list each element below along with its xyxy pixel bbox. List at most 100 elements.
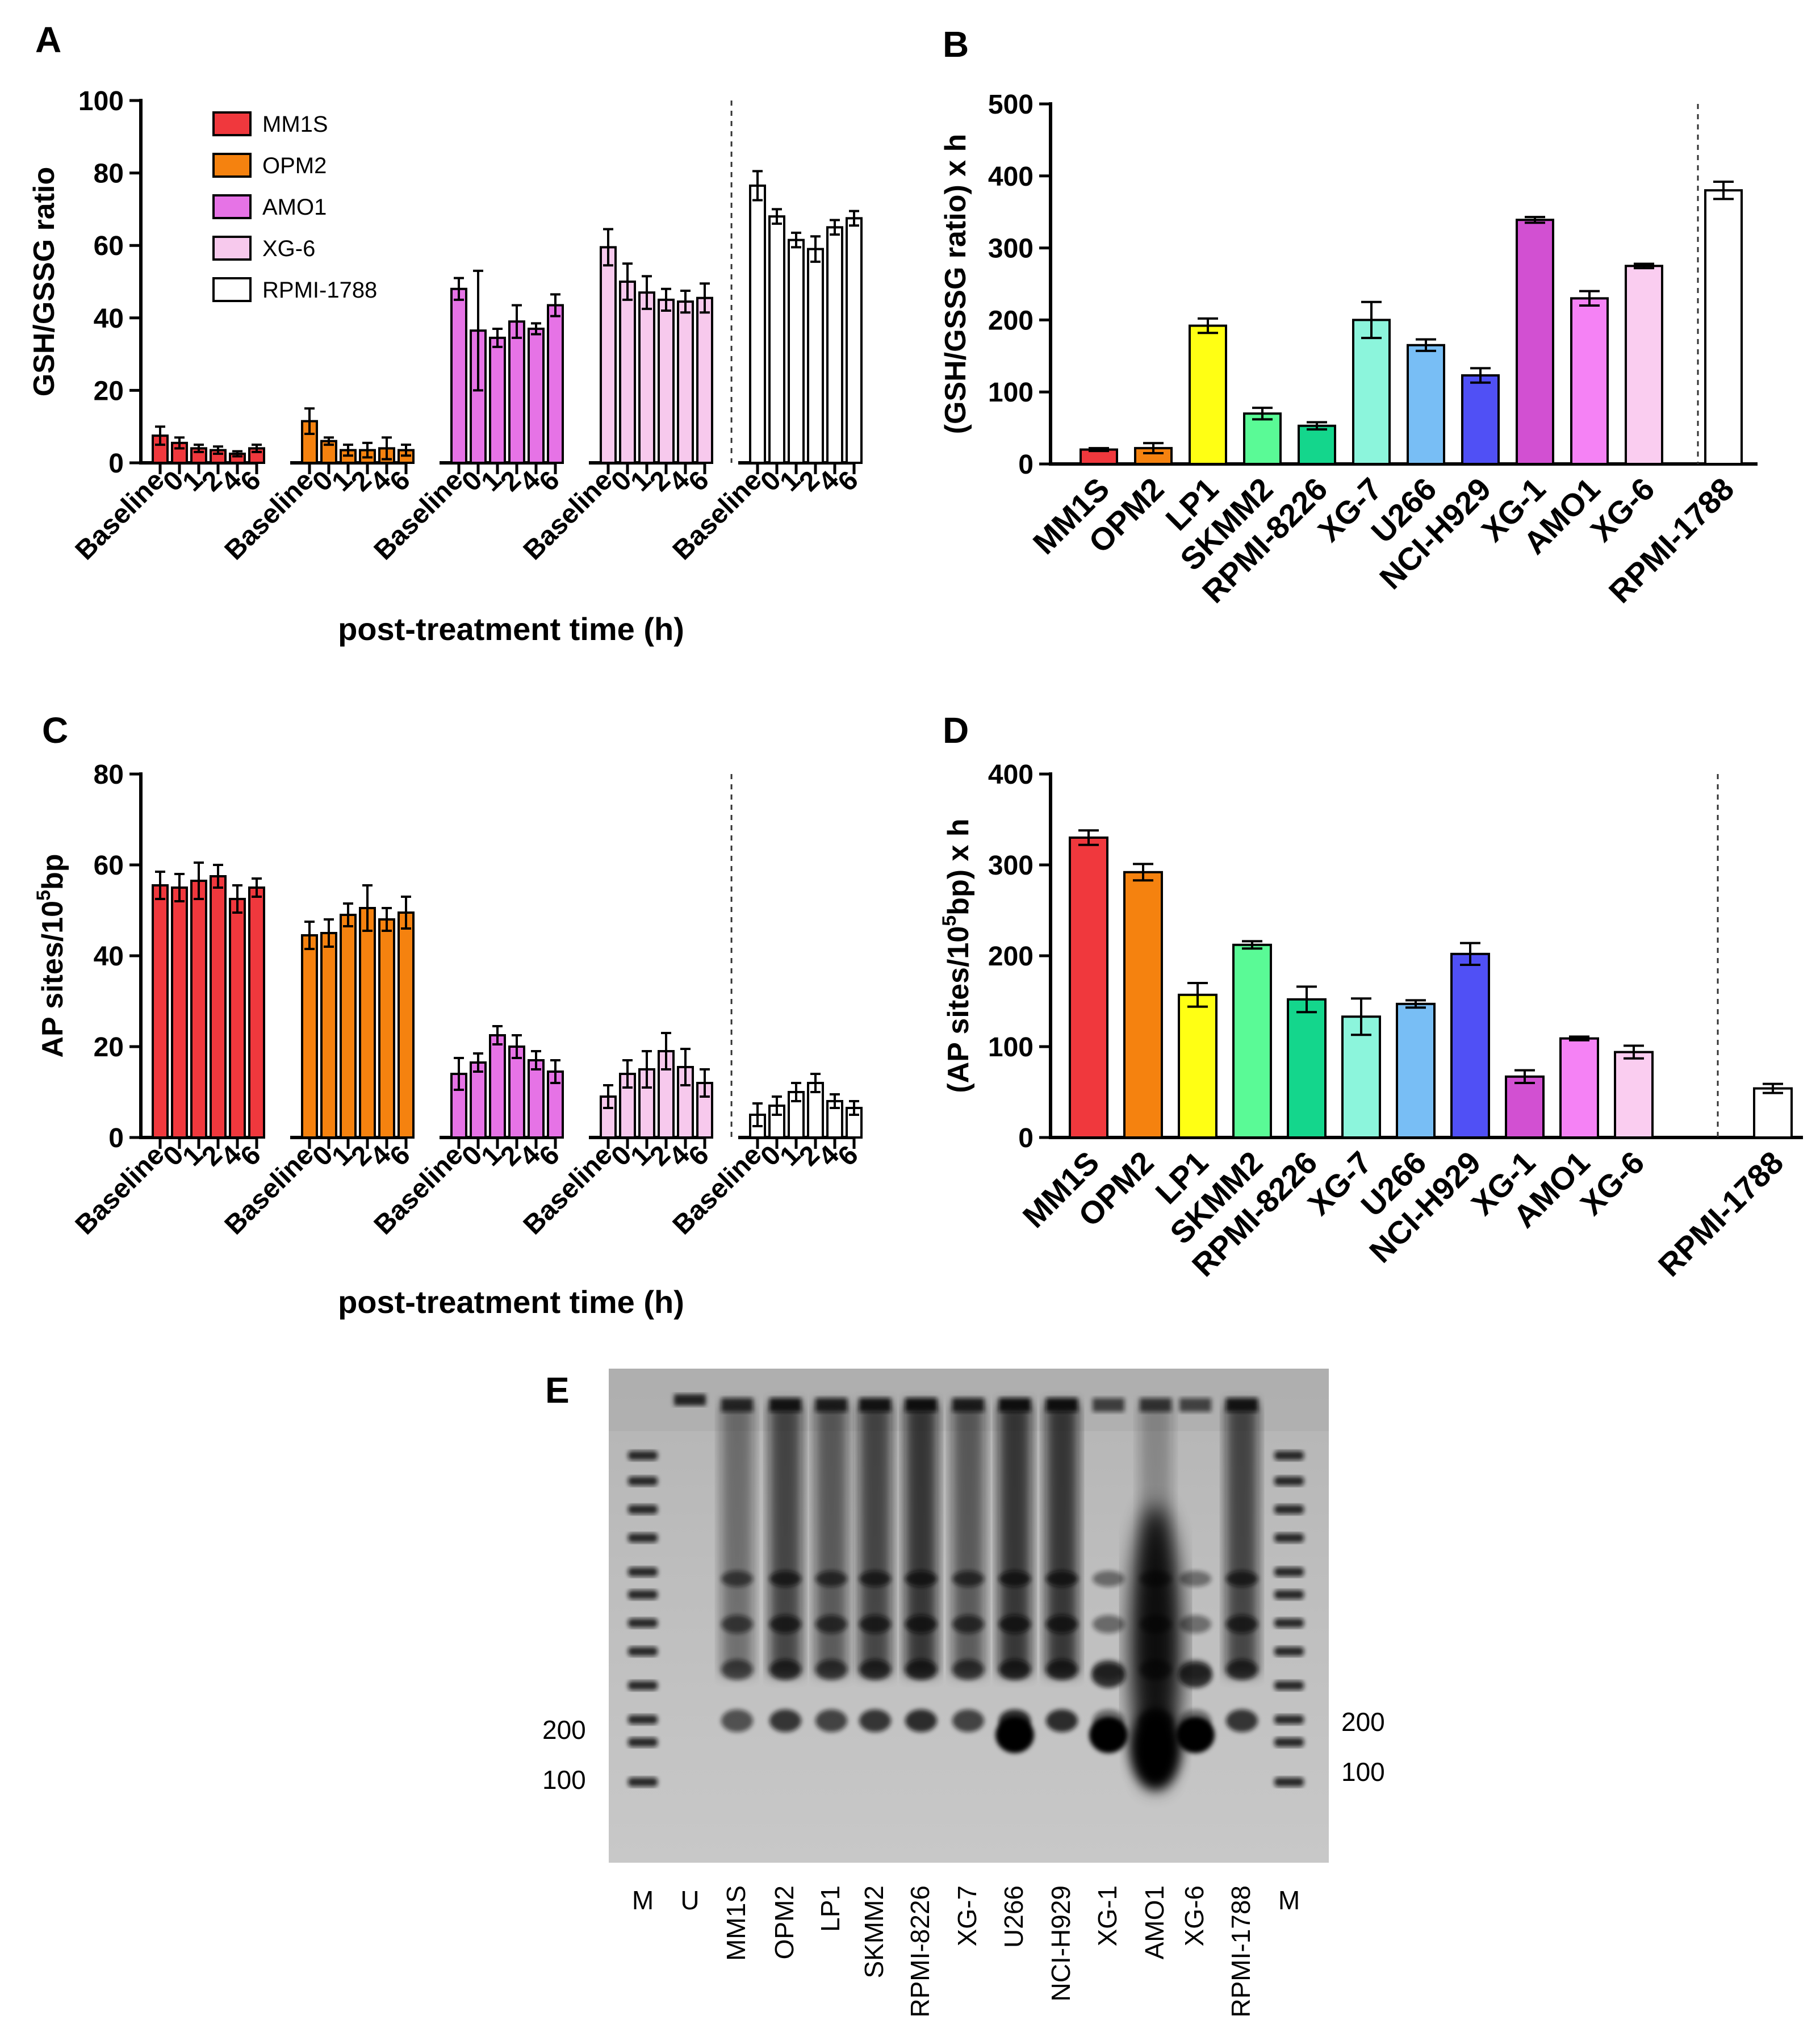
bar <box>1407 344 1445 466</box>
x-tick-label: Baseline <box>70 465 170 566</box>
dna-band <box>1046 1571 1078 1587</box>
legend-swatch <box>212 277 252 302</box>
strong-band <box>995 1717 1034 1753</box>
well-band <box>859 1398 891 1412</box>
well-band <box>905 1398 937 1412</box>
gel-marker-right-100: 100 <box>1341 1757 1385 1787</box>
y-tick-label: 20 <box>94 376 124 406</box>
panel-d: 0100200300400MM1SOPM2LP1SKMM2RPMI-8226XG… <box>939 760 1803 1283</box>
x-tick-label: XG-6 <box>1574 1144 1651 1222</box>
dna-band <box>769 1571 801 1587</box>
y-tick-label: 40 <box>94 304 124 334</box>
bar <box>229 898 246 1139</box>
y-tick-label: 300 <box>988 234 1034 264</box>
dna-band <box>721 1571 753 1587</box>
smear <box>952 1403 984 1675</box>
lane-label: RPMI-8226 <box>905 1885 935 2018</box>
ladder-band <box>1274 1477 1304 1486</box>
unit: bp <box>36 854 69 890</box>
well-band <box>815 1398 847 1412</box>
panel-label-d: D <box>943 710 969 751</box>
bar <box>528 327 545 464</box>
lane-label: SKMM2 <box>859 1885 889 1979</box>
dna-band <box>1093 1571 1124 1587</box>
bar <box>749 184 766 464</box>
bar <box>1178 993 1217 1139</box>
lane-label: XG-7 <box>952 1885 982 1946</box>
ladder-band <box>628 1567 658 1576</box>
gel-bands <box>628 1394 1304 1789</box>
bar <box>320 932 337 1139</box>
y-tick-label: 80 <box>94 760 124 790</box>
y-tick-label: 80 <box>94 159 124 189</box>
bar <box>1559 1037 1599 1139</box>
bar <box>1461 374 1500 466</box>
well-band <box>1046 1398 1078 1412</box>
well-band <box>952 1398 984 1412</box>
dna-band <box>1178 1663 1212 1688</box>
y-tick-label: 0 <box>1018 1123 1034 1153</box>
bar <box>489 336 506 465</box>
ladder-band <box>628 1738 658 1747</box>
ladder-band <box>1274 1505 1304 1514</box>
x-tick-label: Baseline <box>70 1140 170 1240</box>
bar <box>1625 265 1663 465</box>
y-tick-label: 400 <box>988 760 1034 790</box>
y-tick-label: 0 <box>108 449 124 479</box>
bar <box>248 886 265 1139</box>
ladder-band <box>628 1590 658 1599</box>
panel-a: 020406080100Baseline01246Baseline01246Ba… <box>28 86 864 647</box>
ladder-band <box>1274 1451 1304 1460</box>
y-tick-label: 60 <box>94 851 124 881</box>
well-band <box>721 1398 753 1412</box>
bar <box>1505 1075 1545 1139</box>
ladder-band <box>628 1715 658 1724</box>
dna-band <box>952 1615 984 1633</box>
ladder-band <box>628 1451 658 1460</box>
bar <box>1341 1015 1381 1139</box>
x-axis-label: post-treatment time (h) <box>338 1284 684 1320</box>
gel-marker-right-200: 200 <box>1341 1707 1385 1737</box>
y-tick-label: 100 <box>988 1032 1034 1063</box>
bar <box>508 1045 525 1139</box>
bar <box>1243 412 1282 465</box>
well-band <box>999 1398 1031 1412</box>
lane-label: M <box>632 1885 654 1915</box>
ladder-band <box>1274 1778 1304 1787</box>
panel-label-e: E <box>545 1370 570 1411</box>
y-tick-label: 60 <box>94 231 124 261</box>
panel-c: 020406080Baseline01246Baseline01246Basel… <box>33 760 864 1320</box>
dna-band <box>952 1659 984 1680</box>
y-tick-label: 40 <box>94 942 124 972</box>
bar <box>1352 319 1391 466</box>
dna-band <box>905 1709 937 1732</box>
amo1-band <box>1131 1709 1181 1789</box>
legend-label: MM1S <box>262 112 328 137</box>
dna-band <box>952 1709 984 1732</box>
smear <box>721 1403 753 1675</box>
bar <box>378 918 395 1139</box>
smear <box>905 1403 937 1675</box>
bar <box>210 875 227 1139</box>
bar <box>826 226 843 464</box>
bar <box>470 1061 487 1139</box>
dna-band <box>815 1659 847 1680</box>
bar <box>1396 1002 1436 1139</box>
ladder-band <box>628 1681 658 1690</box>
dna-band <box>1091 1663 1126 1688</box>
lane-label: MM1S <box>721 1885 751 1961</box>
ladder-band <box>628 1618 658 1628</box>
superscript: 5 <box>33 890 55 901</box>
bar <box>340 914 357 1139</box>
dna-band <box>1179 1571 1211 1587</box>
dna-band <box>859 1571 891 1587</box>
dna-band <box>859 1615 891 1633</box>
ladder-band <box>1274 1618 1304 1628</box>
dna-band <box>815 1615 847 1633</box>
dna-band <box>1226 1659 1258 1680</box>
dna-band <box>859 1709 891 1732</box>
y-tick-label: 500 <box>988 90 1034 120</box>
dna-band <box>999 1659 1031 1680</box>
gel-marker-left-100: 100 <box>542 1765 586 1795</box>
dna-band <box>1179 1615 1211 1633</box>
